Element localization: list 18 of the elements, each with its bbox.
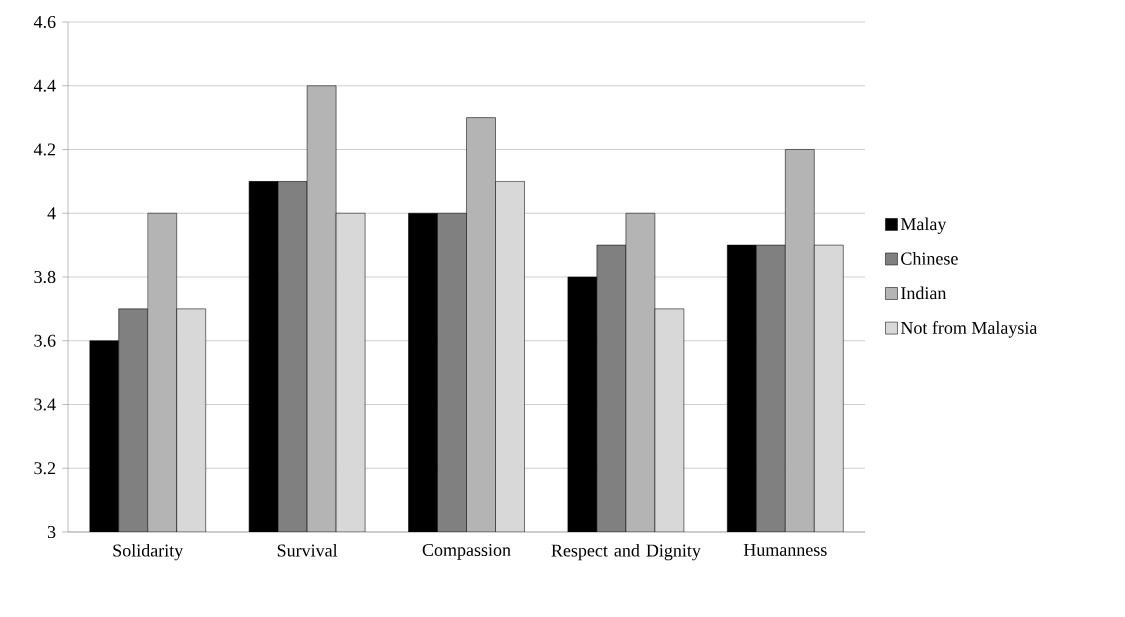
x-tick-label: Solidarity <box>113 543 184 561</box>
x-tick-label: Compassion <box>422 543 511 560</box>
y-tick-label: 4.6 <box>33 15 56 29</box>
x-tick-label: Respect and Dignity <box>551 543 701 561</box>
y-tick-label: 3 <box>47 525 56 539</box>
legend-label: Malay <box>900 217 947 234</box>
y-tick-label: 4.4 <box>33 79 56 92</box>
x-tick-label: Survival <box>277 543 338 557</box>
y-tick-label: 4 <box>47 207 56 220</box>
legend-label: Indian <box>901 286 947 300</box>
y-tick-label: 3.2 <box>34 462 56 475</box>
legend-label: Not from Malaysia <box>900 321 1038 338</box>
y-tick-label: 3.6 <box>34 334 56 347</box>
y-tick-label: 3.8 <box>34 270 56 284</box>
y-tick-label: 4.2 <box>33 143 56 156</box>
x-tick-label: Humanness <box>743 543 827 556</box>
legend-label: Chinese <box>901 252 958 265</box>
y-tick-label: 3.4 <box>34 398 56 411</box>
